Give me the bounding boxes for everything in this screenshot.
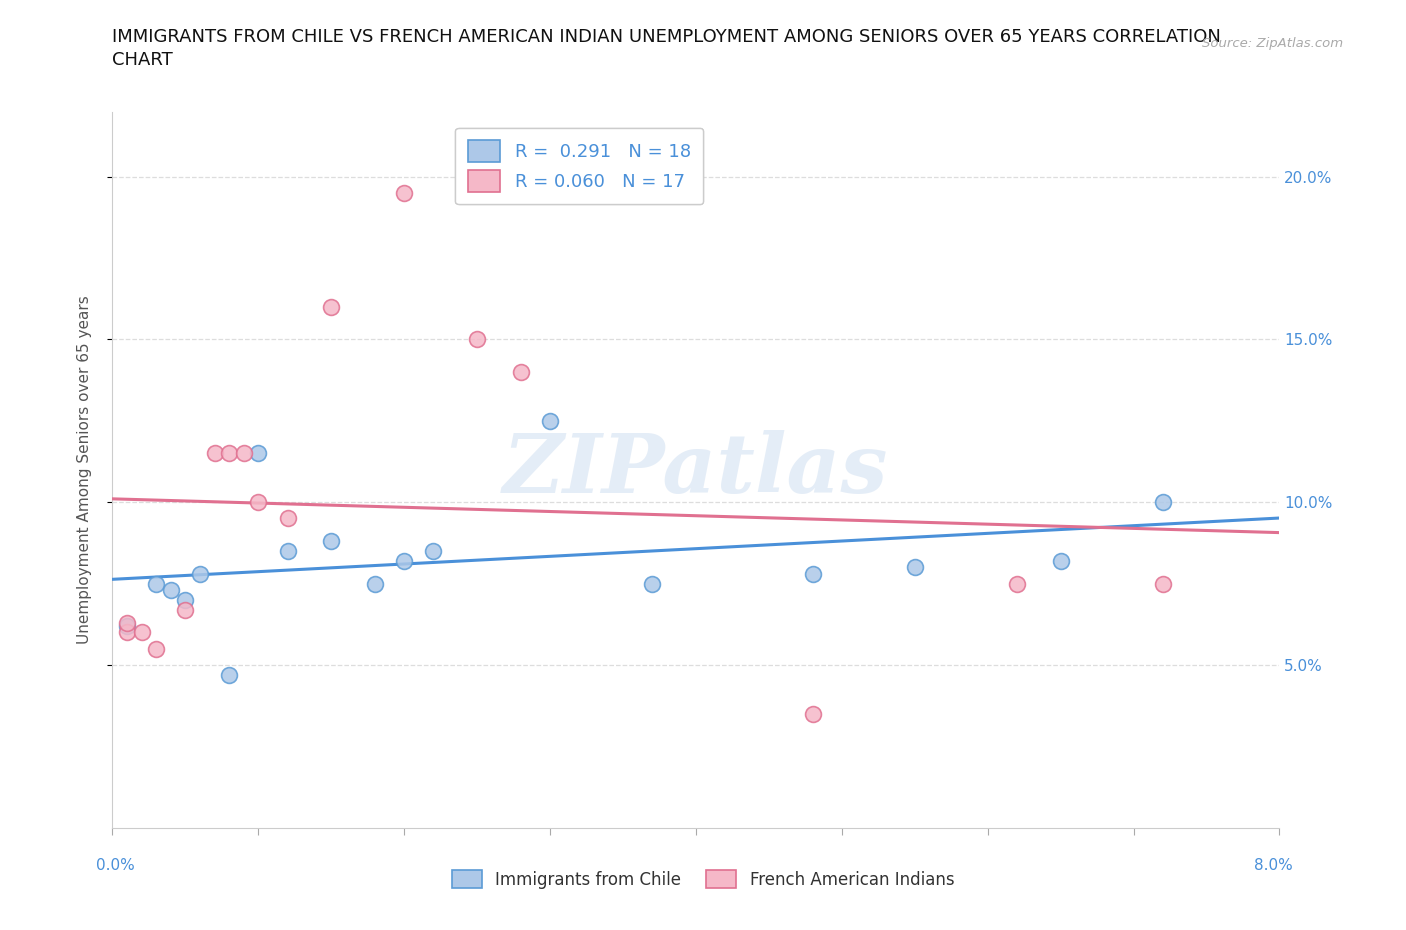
Point <box>538 413 561 428</box>
Point <box>321 299 343 314</box>
Point <box>115 616 138 631</box>
Point <box>115 618 138 633</box>
Point <box>641 576 664 591</box>
Point <box>160 582 183 598</box>
Point <box>1049 553 1071 568</box>
Text: 0.0%: 0.0% <box>96 857 135 872</box>
Point <box>394 553 416 568</box>
Point <box>115 625 138 640</box>
Point <box>232 445 254 460</box>
Point <box>1152 495 1174 510</box>
Point <box>801 566 824 581</box>
Point <box>276 512 298 526</box>
Text: Source: ZipAtlas.com: Source: ZipAtlas.com <box>1202 36 1343 49</box>
Point <box>904 560 927 575</box>
Point <box>422 543 444 558</box>
Point <box>131 625 153 640</box>
Point <box>247 445 270 460</box>
Point <box>1152 576 1174 591</box>
Point <box>204 445 226 460</box>
Text: ZIPatlas: ZIPatlas <box>503 430 889 510</box>
Point <box>1005 576 1028 591</box>
Point <box>145 642 167 657</box>
Point <box>218 445 240 460</box>
Text: 8.0%: 8.0% <box>1254 857 1294 872</box>
Text: CHART: CHART <box>112 51 173 69</box>
Y-axis label: Unemployment Among Seniors over 65 years: Unemployment Among Seniors over 65 years <box>77 296 91 644</box>
Point <box>465 332 488 347</box>
Point <box>276 543 298 558</box>
Point <box>801 707 824 722</box>
Point <box>247 495 270 510</box>
Legend: R =  0.291   N = 18, R = 0.060   N = 17: R = 0.291 N = 18, R = 0.060 N = 17 <box>456 127 703 205</box>
Legend: Immigrants from Chile, French American Indians: Immigrants from Chile, French American I… <box>446 864 960 896</box>
Point <box>145 576 167 591</box>
Point <box>321 534 343 549</box>
Point <box>509 365 531 379</box>
Text: IMMIGRANTS FROM CHILE VS FRENCH AMERICAN INDIAN UNEMPLOYMENT AMONG SENIORS OVER : IMMIGRANTS FROM CHILE VS FRENCH AMERICAN… <box>112 28 1222 46</box>
Point <box>364 576 387 591</box>
Point <box>218 668 240 683</box>
Point <box>394 185 416 200</box>
Point <box>188 566 211 581</box>
Point <box>174 592 197 607</box>
Point <box>174 603 197 618</box>
